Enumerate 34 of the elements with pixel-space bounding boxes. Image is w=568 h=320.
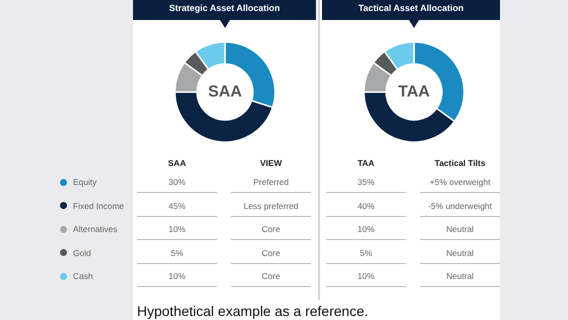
data-label: 5% xyxy=(326,246,406,264)
text: Tactical Tilts xyxy=(434,157,486,170)
text: Less preferred xyxy=(231,198,311,216)
data-label: 10% xyxy=(137,269,217,287)
text: SAA xyxy=(168,158,186,168)
text: Strategic Asset Allocation xyxy=(133,0,316,20)
text: Neutral xyxy=(420,246,500,264)
text: Tactical Asset Allocation xyxy=(322,0,500,20)
legend-label: Gold xyxy=(73,248,91,258)
data-label: 10% xyxy=(326,269,406,287)
legend-label: Equity xyxy=(73,177,97,187)
data-label: 10% xyxy=(137,222,217,240)
data-label: 45% xyxy=(137,198,217,216)
slice-label: SAA xyxy=(208,84,242,100)
text: Core xyxy=(231,246,311,264)
text: +5% overweight xyxy=(420,175,500,193)
text: Hypothetical example as a reference. xyxy=(137,303,368,319)
data-label: 35% xyxy=(326,175,406,193)
slice-label: TAA xyxy=(398,84,430,100)
text: Core xyxy=(231,269,311,287)
data-label: 5% xyxy=(137,246,217,264)
data-label: 40% xyxy=(326,198,406,216)
text: -5% underweight xyxy=(420,198,500,216)
text: Neutral xyxy=(420,269,500,287)
data-label: 10% xyxy=(326,222,406,240)
data-label: 30% xyxy=(137,175,217,193)
text: Core xyxy=(231,222,311,240)
text: Preferred xyxy=(231,175,311,193)
text: TAA xyxy=(358,158,374,168)
legend-label: Alternatives xyxy=(73,224,118,234)
text: VIEW xyxy=(259,157,283,170)
legend-label: Fixed Income xyxy=(73,200,124,210)
legend-label: Cash xyxy=(73,271,93,281)
text: Neutral xyxy=(420,222,500,240)
